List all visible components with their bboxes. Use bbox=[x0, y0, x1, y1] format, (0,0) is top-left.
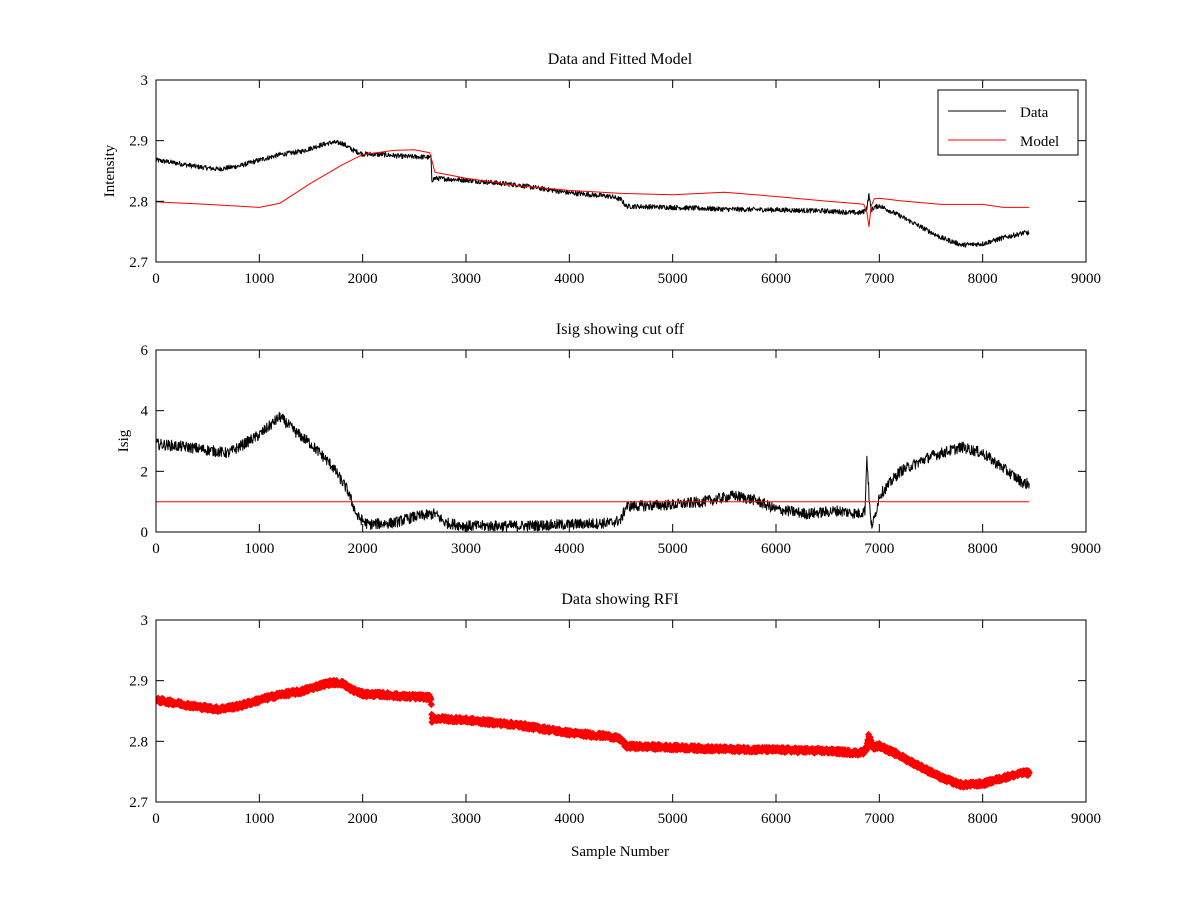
chart-3-xtick-label: 8000 bbox=[968, 811, 998, 827]
chart-2-axes-box bbox=[155, 349, 1087, 533]
chart-3-xtick-label: 2000 bbox=[348, 811, 378, 827]
chart-3-ytick-label: 2.7 bbox=[129, 795, 148, 811]
chart-3-plot: 0 1000 2000 3000 4000 5000 6000 7000 8000 9000 2.7… bbox=[129, 613, 1101, 827]
chart-1-xtick-label: 8000 bbox=[968, 271, 998, 287]
chart-3-axes-box bbox=[155, 619, 1087, 803]
chart-3-series-1-markers bbox=[156, 676, 1033, 791]
chart-2-xtick-label: 8000 bbox=[968, 541, 998, 557]
chart-2-xtick-label: 2000 bbox=[348, 541, 378, 557]
chart-2-ytick-label: 2 bbox=[141, 464, 149, 480]
chart-1-legend-box bbox=[937, 89, 1079, 156]
chart-3-xtick-label: 0 bbox=[152, 811, 160, 827]
chart-3-xtick-label: 3000 bbox=[451, 811, 481, 827]
chart-1-axes-box bbox=[155, 79, 1087, 263]
chart-3-xtick-label: 4000 bbox=[554, 811, 584, 827]
chart-2-xtick-label: 3000 bbox=[451, 541, 481, 557]
chart-1-xtick-label: 5000 bbox=[658, 271, 688, 287]
chart-3-xtick-label: 7000 bbox=[864, 811, 894, 827]
chart-2-ytick-label: 0 bbox=[141, 525, 149, 541]
chart-3-xlabel: Sample Number bbox=[571, 844, 669, 860]
chart-3-title: Data showing RFI bbox=[561, 591, 678, 608]
chart-3-xtick-label: 9000 bbox=[1071, 811, 1101, 827]
chart-1-title: Data and Fitted Model bbox=[548, 51, 693, 68]
chart-2-title: Isig showing cut off bbox=[556, 321, 685, 338]
chart-2-xtick-label: 6000 bbox=[761, 541, 791, 557]
chart-1-series-2-line bbox=[156, 149, 1030, 228]
chart-1-series-group bbox=[156, 139, 1030, 248]
chart-1-xtick-label: 2000 bbox=[348, 271, 378, 287]
chart-3-ytick-label: 2.8 bbox=[129, 734, 148, 750]
chart-1-legend-label: Model bbox=[1020, 134, 1059, 150]
chart-1-xtick-label: 6000 bbox=[761, 271, 791, 287]
chart-3-ytick-label: 3 bbox=[141, 613, 149, 629]
chart-1-legend-label: Data bbox=[1020, 105, 1049, 121]
chart-1-plot: 0 1000 2000 3000 4000 5000 6000 7000 8000 9000 2.7… bbox=[129, 73, 1101, 287]
chart-3-xtick-label: 1000 bbox=[244, 811, 274, 827]
chart-2-series-1-line bbox=[156, 411, 1030, 532]
chart-2-xtick-label: 5000 bbox=[658, 541, 688, 557]
chart-3-xtick-label: 5000 bbox=[658, 811, 688, 827]
chart-panel-3: Data showing RFI Sample Number 0 1000 2000… bbox=[129, 591, 1101, 860]
chart-1-ytick-label: 2.9 bbox=[129, 134, 148, 150]
chart-1-xtick-label: 0 bbox=[152, 271, 160, 287]
chart-2-plot: 0 1000 2000 3000 4000 5000 6000 7000 8000 9000 0 2 4… bbox=[141, 343, 1102, 557]
chart-1-xtick-label: 7000 bbox=[864, 271, 894, 287]
chart-2-ylabel: Isig bbox=[116, 429, 132, 452]
chart-3-series-group bbox=[156, 676, 1033, 791]
chart-2-ytick-label: 4 bbox=[141, 404, 149, 420]
chart-1-ytick-label: 2.8 bbox=[129, 194, 148, 210]
chart-1-ytick-label: 3 bbox=[141, 73, 149, 89]
chart-1-series-1-line bbox=[156, 139, 1030, 248]
chart-2-series-group bbox=[156, 411, 1030, 532]
chart-1-xtick-label: 1000 bbox=[244, 271, 274, 287]
chart-1-xtick-label: 9000 bbox=[1071, 271, 1101, 287]
chart-1-ylabel: Intensity bbox=[102, 144, 118, 197]
chart-2-xtick-label: 4000 bbox=[554, 541, 584, 557]
chart-1-legend: Data Model bbox=[937, 89, 1079, 156]
chart-2-xtick-label: 7000 bbox=[864, 541, 894, 557]
chart-2-xtick-label: 9000 bbox=[1071, 541, 1101, 557]
chart-1-xtick-label: 3000 bbox=[451, 271, 481, 287]
chart-panel-2: Isig showing cut off Isig 0 1000 2000 3000 4… bbox=[116, 321, 1101, 557]
chart-2-xtick-label: 0 bbox=[152, 541, 160, 557]
chart-panel-1: Data and Fitted Model Intensity 0 1000 200… bbox=[102, 51, 1101, 287]
chart-1-ytick-label: 2.7 bbox=[129, 255, 148, 271]
chart-2-ytick-label: 6 bbox=[141, 343, 149, 359]
chart-1-xtick-label: 4000 bbox=[554, 271, 584, 287]
chart-3-xtick-label: 6000 bbox=[761, 811, 791, 827]
chart-2-xtick-label: 1000 bbox=[244, 541, 274, 557]
chart-3-ytick-label: 2.9 bbox=[129, 674, 148, 690]
